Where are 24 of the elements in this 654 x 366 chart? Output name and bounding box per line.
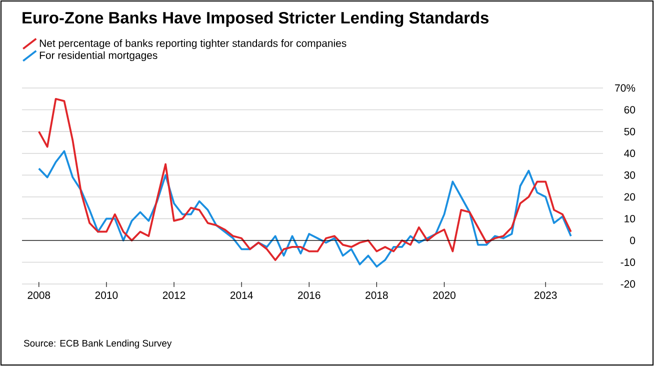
legend-label: For residential mortgages: [40, 51, 158, 62]
y-tick-label: 40: [624, 150, 636, 158]
y-tick-label: 30: [624, 171, 636, 179]
source-note: Source: ECB Bank Lending Survey: [24, 340, 172, 348]
x-tick-label: 2016: [298, 292, 320, 299]
y-tick-label: 70%: [615, 84, 636, 92]
x-tick-label: 2008: [28, 292, 50, 299]
x-tick-label: 2014: [230, 292, 253, 299]
line-series: [38, 150, 572, 268]
x-tick-label: 2012: [162, 292, 186, 299]
y-tick-label: 0: [630, 236, 636, 244]
line-series: [38, 98, 572, 261]
y-tick-label: 50: [624, 128, 636, 136]
x-tick-label: 2023: [534, 292, 557, 299]
chart-title: Euro-Zone Banks Have Imposed Stricter Lending Standards: [22, 12, 489, 27]
y-tick-label: 10: [624, 214, 636, 222]
x-tick-label: 2020: [433, 292, 456, 299]
y-tick-label: -20: [620, 280, 636, 288]
x-tick-label: 2010: [95, 292, 118, 299]
y-tick-label: -10: [620, 258, 636, 266]
x-tick-label: 2018: [366, 292, 388, 299]
y-tick-label: 60: [624, 106, 636, 114]
y-tick-label: 20: [624, 193, 636, 201]
legend-label: Net percentage of banks reporting tighter standards for companies: [40, 39, 346, 49]
